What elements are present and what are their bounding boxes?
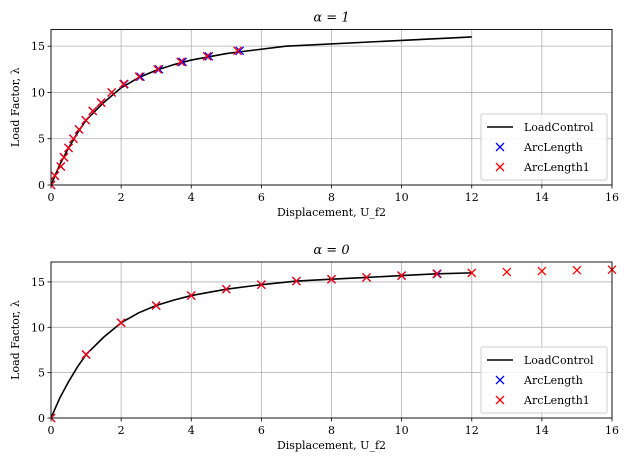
series-line-LoadControl (51, 36, 472, 186)
marker-ArcLength1 (81, 115, 91, 125)
y-axis-label: Load Factor, λ (9, 300, 22, 380)
x-tick-label: 2 (118, 424, 125, 437)
marker-ArcLength (154, 64, 164, 74)
marker-ArcLength1 (291, 276, 301, 286)
y-axis-label: Load Factor, λ (9, 67, 22, 147)
legend-label: ArcLength1 (523, 161, 590, 174)
marker-ArcLength1 (74, 125, 84, 134)
marker-ArcLength1 (362, 272, 372, 282)
x-tick-label: 16 (605, 424, 619, 437)
x-tick-label: 12 (465, 424, 479, 437)
marker-ArcLength1 (107, 87, 117, 97)
marker-ArcLength1 (502, 267, 512, 277)
marker-ArcLength1 (59, 152, 69, 162)
x-tick-label: 6 (258, 191, 265, 204)
marker-ArcLength1 (56, 162, 66, 171)
axes-frame (50, 261, 613, 419)
marker-ArcLength1 (397, 271, 407, 281)
marker-ArcLength1 (51, 171, 60, 181)
y-tick-label: 10 (31, 321, 45, 334)
marker-ArcLength1 (572, 265, 582, 275)
marker-ArcLength1 (51, 180, 56, 190)
plot-area (51, 36, 472, 190)
legend-x-marker-icon (495, 395, 505, 405)
legend-label: ArcLength (523, 374, 583, 387)
marker-ArcLength1 (119, 79, 129, 89)
marker-ArcLength1 (96, 98, 106, 108)
x-tick-label: 0 (48, 191, 55, 204)
x-tick-label: 6 (258, 424, 265, 437)
y-tick-label: 15 (31, 40, 45, 53)
marker-ArcLength1 (256, 280, 266, 290)
marker-ArcLength1 (537, 266, 547, 276)
marker-ArcLength1 (51, 413, 56, 423)
y-tick-label: 10 (31, 86, 45, 99)
y-tick-label: 0 (38, 179, 45, 192)
y-tick-label: 5 (38, 133, 45, 146)
legend-x-marker-icon (495, 375, 505, 385)
subplot-title: α = 0 (313, 243, 349, 258)
legend: LoadControl ArcLength ArcLength1 (480, 113, 608, 181)
marker-ArcLength1 (88, 106, 98, 116)
marker-ArcLength1 (202, 51, 212, 61)
subplot-2: 0 2 4 6 8 10 12 14 16 0 5 10 15 α = 0 Displacement, U_… (9, 243, 619, 452)
x-tick-label: 12 (465, 191, 479, 204)
marker-ArcLength1 (116, 318, 126, 328)
marker-ArcLength1 (64, 143, 73, 153)
marker-ArcLength1 (151, 301, 161, 310)
marker-ArcLength1 (467, 268, 477, 278)
marker-ArcLength (204, 51, 214, 61)
marker-ArcLength1 (68, 134, 78, 144)
marker-ArcLength1 (134, 72, 144, 82)
marker-ArcLength1 (327, 274, 336, 284)
marker-ArcLength1 (81, 350, 91, 359)
legend-label: LoadControl (524, 354, 594, 367)
marker-ArcLength1 (432, 269, 442, 279)
x-tick-label: 8 (328, 191, 335, 204)
plot-area (51, 265, 617, 423)
legend-box (480, 346, 608, 414)
subplot-title: α = 1 (313, 11, 349, 26)
x-axis-label: Displacement, U_f2 (277, 206, 386, 219)
x-tick-label: 14 (535, 424, 549, 437)
x-tick-label: 14 (535, 191, 549, 204)
legend-box (480, 113, 608, 181)
y-tick-label: 0 (38, 412, 45, 425)
subplot-1: 0 2 4 6 8 10 12 14 16 0 5 10 15 α = 1 Displacement, U_… (9, 11, 619, 220)
x-tick-label: 10 (395, 424, 409, 437)
legend-label: ArcLength (523, 141, 583, 154)
y-tick-label: 5 (38, 367, 45, 380)
marker-ArcLength (135, 72, 145, 82)
x-tick-label: 2 (118, 191, 125, 204)
x-tick-label: 0 (48, 424, 55, 437)
marker-ArcLength (178, 57, 187, 67)
x-tick-label: 10 (395, 191, 409, 204)
legend-x-marker-icon (495, 162, 505, 172)
marker-ArcLength1 (176, 57, 186, 67)
x-axis-label: Displacement, U_f2 (277, 439, 386, 452)
x-tick-label: 8 (328, 424, 335, 437)
legend-label: LoadControl (524, 121, 594, 134)
legend-x-marker-icon (495, 142, 505, 152)
axes-frame (50, 29, 613, 186)
x-tick-label: 4 (188, 191, 195, 204)
marker-ArcLength1 (233, 46, 242, 56)
marker-ArcLength1 (221, 284, 231, 294)
x-tick-label: 4 (188, 424, 195, 437)
x-tick-label: 16 (605, 191, 619, 204)
legend-label: ArcLength1 (523, 394, 590, 407)
marker-ArcLength1 (186, 291, 196, 301)
marker-ArcLength1 (153, 64, 163, 74)
y-tick-label: 15 (31, 276, 45, 289)
marker-ArcLength (235, 46, 245, 56)
legend: LoadControl ArcLength ArcLength1 (480, 346, 608, 414)
